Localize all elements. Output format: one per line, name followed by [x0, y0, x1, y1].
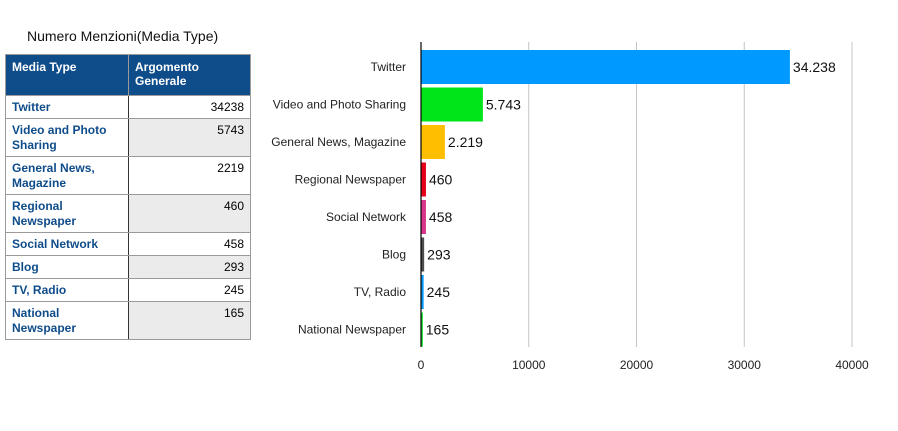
category-label: Twitter	[371, 60, 406, 74]
bar	[421, 125, 445, 159]
data-label: 34.238	[793, 59, 836, 75]
data-label: 5.743	[486, 97, 521, 113]
row-value: 165	[128, 301, 251, 340]
x-tick-label: 20000	[620, 358, 654, 372]
row-value: 2219	[128, 156, 251, 195]
bar	[421, 312, 423, 347]
category-label: Social Network	[326, 210, 407, 224]
bar	[421, 237, 425, 272]
table-header-row: Media Type Argomento Generale	[5, 54, 251, 96]
table-row: National Newspaper 165	[5, 301, 251, 340]
category-label: TV, Radio	[354, 285, 407, 299]
x-tick-label: 30000	[728, 358, 762, 372]
table-row: Regional Newspaper 460	[5, 194, 251, 233]
data-label: 293	[427, 247, 451, 263]
bar	[421, 200, 426, 234]
bar	[421, 50, 790, 84]
data-label: 2.219	[448, 134, 483, 150]
data-label: 165	[426, 322, 450, 338]
category-label: General News, Magazine	[271, 135, 406, 149]
table-row: TV, Radio 245	[5, 278, 251, 302]
table-title: Numero Menzioni(Media Type)	[27, 28, 219, 44]
table-row: Blog 293	[5, 255, 251, 279]
row-value: 293	[128, 255, 251, 279]
row-label: Blog	[5, 255, 129, 279]
column-header-argomento-generale: Argomento Generale	[128, 54, 251, 96]
data-label: 460	[429, 172, 453, 188]
bar	[421, 87, 483, 122]
data-label: 245	[427, 284, 451, 300]
media-type-table: Media Type Argomento Generale Twitter 34…	[5, 54, 251, 340]
data-label: 458	[429, 209, 453, 225]
category-label: Regional Newspaper	[295, 173, 406, 187]
row-value: 460	[128, 194, 251, 233]
row-label: Twitter	[5, 95, 129, 119]
x-tick-label: 10000	[512, 358, 546, 372]
row-value: 34238	[128, 95, 251, 119]
table-row: Twitter 34238	[5, 95, 251, 119]
category-label: Blog	[382, 248, 406, 262]
row-value: 458	[128, 232, 251, 256]
row-label: Social Network	[5, 232, 129, 256]
row-label: Regional Newspaper	[5, 194, 129, 233]
row-label: National Newspaper	[5, 301, 129, 340]
bar	[421, 162, 426, 197]
category-label: Video and Photo Sharing	[273, 98, 406, 112]
x-tick-label: 40000	[835, 358, 869, 372]
bar	[421, 275, 424, 309]
row-label: TV, Radio	[5, 278, 129, 302]
table-row: General News, Magazine 2219	[5, 156, 251, 195]
category-label: National Newspaper	[298, 323, 406, 337]
table-row: Social Network 458	[5, 232, 251, 256]
x-tick-label: 0	[418, 358, 425, 372]
row-label: Video and Photo Sharing	[5, 118, 129, 157]
